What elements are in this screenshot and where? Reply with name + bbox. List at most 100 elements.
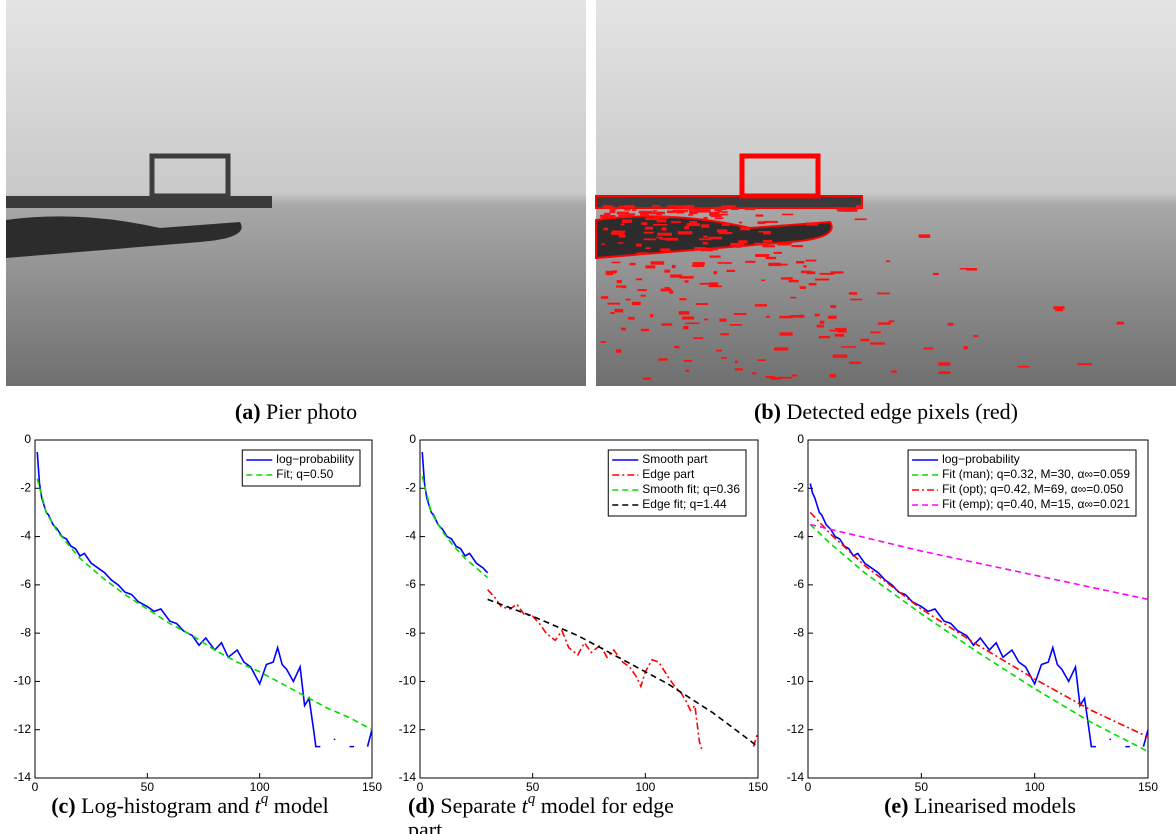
legend-label: Smooth part (642, 452, 708, 466)
edge-pixel (601, 244, 604, 246)
edge-pixel (699, 238, 712, 240)
edge-pixel (755, 254, 769, 257)
edge-pixel (684, 205, 695, 207)
y-tick-label: -8 (20, 625, 31, 639)
caption: (e) Linearised models (884, 793, 1076, 818)
edge-pixel (641, 329, 649, 331)
edge-pixel (696, 211, 710, 213)
caption-text: Linearised models (914, 793, 1076, 818)
edge-pixel (889, 320, 895, 322)
caption-text: model (274, 793, 329, 818)
edge-pixel (841, 346, 856, 348)
edge-pixel (610, 312, 614, 314)
edge-pixel (684, 280, 688, 282)
edge-pixel (720, 333, 729, 335)
x-tick-label: 50 (141, 780, 155, 794)
edge-pixel (948, 323, 954, 326)
edge-pixel (923, 348, 933, 350)
y-tick-label: -4 (20, 529, 31, 543)
edge-pixel (683, 326, 688, 329)
edge-pixel (719, 232, 733, 234)
edge-pixel (754, 243, 767, 246)
edge-pixel (632, 209, 637, 211)
edge-pixel (828, 316, 836, 319)
edge-pixel (617, 280, 622, 283)
y-tick-label: -12 (14, 722, 32, 736)
edge-pixel (618, 215, 632, 218)
x-tick-label: 150 (1138, 780, 1158, 794)
edge-pixel (964, 346, 968, 349)
edge-pixel (878, 322, 891, 324)
edge-pixel (717, 229, 728, 232)
edge-pixel (625, 205, 635, 208)
edge-pixel (919, 234, 931, 237)
legend-label: Edge fit; q=1.44 (642, 497, 727, 511)
edge-pixel (644, 238, 656, 240)
x-tick-label: 50 (915, 780, 929, 794)
edge-pixel (704, 319, 708, 321)
edge-pixel (616, 349, 621, 352)
edge-pixel (850, 299, 862, 301)
legend: log−probabilityFit (man); q=0.32, M=30, … (908, 450, 1136, 516)
edge-pixel (665, 238, 678, 241)
edge-pixel (766, 257, 776, 259)
edge-pixel (761, 280, 765, 282)
edge-pixel (709, 285, 722, 287)
edge-pixel (886, 260, 890, 262)
caption-text: model for edge (541, 793, 674, 818)
edge-pixel (682, 317, 694, 320)
edge-pixel (693, 262, 705, 265)
caption: (b) Detected edge pixels (red) (754, 399, 1018, 424)
edge-pixel (661, 288, 672, 291)
edge-pixel (860, 339, 869, 342)
legend-label: log−probability (276, 452, 354, 466)
legend-label: Fit; q=0.50 (276, 467, 333, 481)
x-tick-label: 150 (362, 780, 382, 794)
edge-pixel (939, 371, 951, 374)
edge-pixel (1018, 366, 1029, 368)
edge-pixel (738, 240, 747, 243)
edge-pixel (645, 265, 655, 268)
edge-pixel (790, 297, 796, 299)
edge-pixel (694, 337, 703, 339)
edge-pixel (697, 209, 702, 211)
edge-pixel (768, 263, 780, 266)
edge-pixel (645, 218, 658, 220)
edge-pixel (792, 375, 798, 377)
edge-pixel (739, 222, 742, 224)
edge-pixel (664, 216, 674, 218)
edge-pixel (796, 261, 804, 264)
photo-a (6, 0, 586, 386)
y-tick-label: -2 (20, 480, 31, 494)
edge-pixel (745, 261, 755, 263)
edge-pixel (763, 240, 772, 243)
edge-pixel (730, 324, 742, 326)
edge-pixel (709, 214, 722, 216)
edge-pixel (815, 279, 829, 281)
y-tick-label: -6 (20, 577, 31, 591)
edge-pixel (727, 270, 736, 272)
edge-pixel (830, 374, 836, 377)
edge-pixel (819, 273, 834, 275)
edge-pixel (819, 336, 830, 338)
y-tick-label: -8 (793, 625, 804, 639)
edge-pixel (677, 206, 681, 209)
edge-pixel (734, 313, 746, 315)
x-tick-label: 0 (32, 780, 39, 794)
edge-pixel (778, 377, 792, 379)
edge-pixel (650, 314, 653, 317)
photo-b (596, 0, 1176, 386)
y-tick-label: -12 (399, 722, 417, 736)
x-tick-label: 0 (417, 780, 424, 794)
edge-pixel (762, 245, 775, 247)
edge-pixel (606, 271, 616, 274)
legend-label: Fit (opt); q=0.42, M=69, α∞=0.050 (942, 482, 1124, 496)
figure-page: (a) Pier photo(b) Detected edge pixels (… (0, 0, 1176, 834)
edge-pixel (653, 261, 664, 264)
edge-pixel (701, 224, 709, 227)
edge-pixel (806, 260, 817, 262)
edge-pixel (667, 211, 674, 214)
y-tick-label: -6 (405, 577, 416, 591)
